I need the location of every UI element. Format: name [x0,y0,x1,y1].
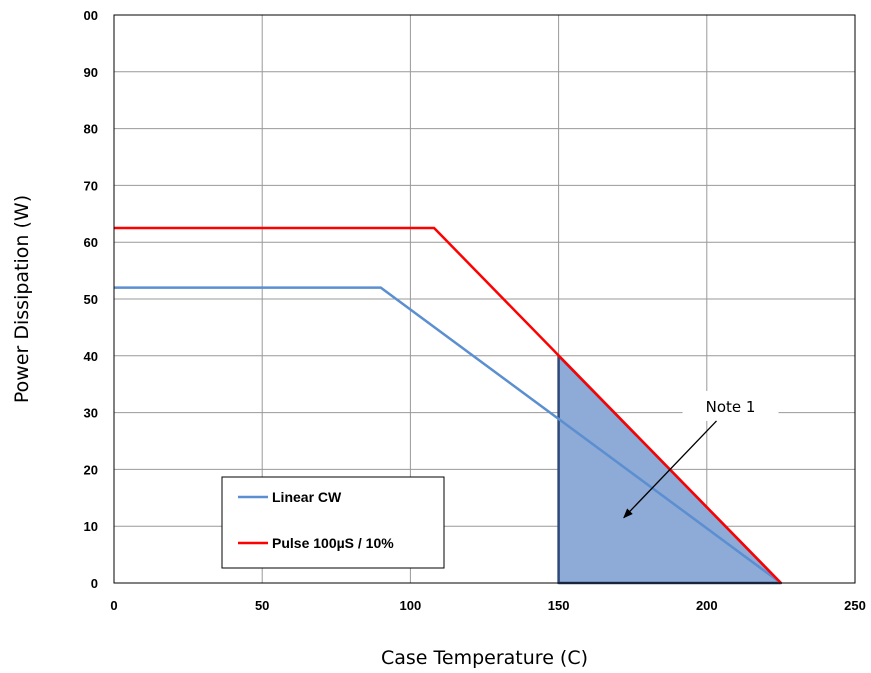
y-tick-label: 60 [84,235,98,250]
note-annotation: Note 1 [623,390,779,519]
note-label: Note 1 [706,398,756,416]
x-tick-label: 150 [548,598,570,613]
series-line-1 [114,226,782,584]
y-tick-label: 40 [84,349,98,364]
y-tick-label: 20 [84,462,98,477]
y-tick-label: 10 [84,519,98,534]
x-tick-label: 50 [255,598,269,613]
plot-frame [113,14,856,584]
y-axis-title: Power Dissipation (W) [11,195,33,403]
x-tick-label: 100 [400,598,422,613]
y-tick-label: 0 [91,576,98,591]
legend-box [221,476,445,569]
x-tick-label: 200 [696,598,718,613]
y-tick-label: 70 [84,178,98,193]
x-tick-label: 250 [844,598,866,613]
legend: Linear CW Pulse 100µS / 10% [221,476,445,569]
note-arrow [623,420,717,519]
x-tick-label: 0 [110,598,117,613]
y-tick-label: 00 [84,8,98,23]
series-line-0 [114,286,782,585]
legend-label-linear-cw: Linear CW [272,489,342,505]
y-tick-label: 30 [84,406,98,421]
series-layer [114,226,782,585]
tick-labels: 0 50 100 150 200 250 0 10 20 30 40 50 60 70 80 90 00 [84,8,866,613]
x-axis-title: Case Temperature (C) [381,647,588,669]
legend-label-pulse: Pulse 100µS / 10% [272,535,394,551]
y-tick-label: 80 [84,122,98,137]
y-tick-label: 90 [84,65,98,80]
note-label-background [682,390,779,421]
y-tick-label: 50 [84,292,98,307]
